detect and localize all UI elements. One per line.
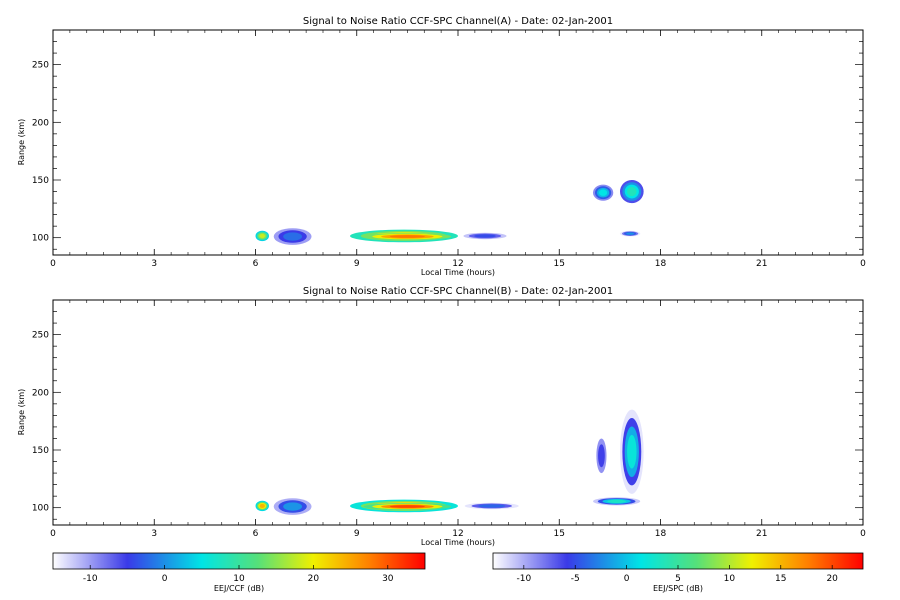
panel-b-blob-4-ring-3 (478, 504, 506, 508)
panel-a-blob-3-ring-3 (389, 235, 425, 238)
panel-b-ytick-label: 150 (32, 446, 49, 456)
panel-a-xtick-label: 0 (860, 259, 866, 269)
panel-b-blob-6-ring-3 (627, 434, 637, 469)
panel-a-blob-7-ring-3 (626, 232, 635, 235)
panel-a-ylabel: Range (km) (17, 119, 26, 166)
panel-b-xtick-label: 21 (756, 529, 767, 539)
panel-a-xtick-label: 3 (151, 259, 157, 269)
panel-a-blob-6-ring-3 (627, 186, 637, 197)
panel-a-blob-1-ring-3 (283, 232, 303, 241)
panel-a-blob-5-ring-3 (599, 189, 608, 196)
colorbar-b-tick-label: -5 (571, 574, 580, 584)
panel-b-xtick-label: 12 (452, 529, 463, 539)
panel-a-ytick-label: 200 (32, 118, 49, 128)
panel-a-xtick-label: 15 (554, 259, 565, 269)
panel-a-xlabel: Local Time (hours) (421, 268, 495, 277)
colorbar-ticks: -10 0 10 20 30 -10 -5 0 5 10 15 20 (83, 565, 838, 584)
panel-a-ytick-label: 150 (32, 176, 49, 186)
panel-b-xtick-label: 6 (253, 529, 259, 539)
panel-b-ytick-label: 100 (32, 504, 49, 514)
panel-b-xtick-label: 0 (50, 529, 56, 539)
panel-a-ytick-label: 250 (32, 61, 49, 71)
panel-b-xtick-label: 0 (860, 529, 866, 539)
panel-a-blob-4-ring-3 (474, 234, 496, 238)
colorbar-a-tick-label: 30 (382, 574, 394, 584)
panel-a-xtick-label: 21 (756, 259, 767, 269)
colorbar-a-tick-label: -10 (83, 574, 98, 584)
colorbar-a-tick-label: 10 (233, 574, 245, 584)
colorbar-a-tick-label: 20 (308, 574, 320, 584)
colorbar-b-tick-label: 0 (624, 574, 630, 584)
panel-a-xtick-label: 12 (452, 259, 463, 269)
panel-a-title: Signal to Noise Ratio CCF-SPC Channel(A)… (303, 16, 613, 27)
panel-b-xtick-label: 3 (151, 529, 157, 539)
panel-b-plot-area (53, 300, 863, 525)
panel-b-xtick-label: 9 (354, 529, 360, 539)
colorbar-b-tick-label: -10 (516, 574, 531, 584)
panel-a-xtick-label: 9 (354, 259, 360, 269)
colorbar-b-tick-label: 5 (675, 574, 681, 584)
panel-a-ytick-label: 100 (32, 234, 49, 244)
panel-b-xtick-label: 15 (554, 529, 565, 539)
panel-b-blob-7-ring-3 (607, 499, 627, 503)
panel-b-ylabel: Range (km) (17, 389, 26, 436)
panel-b-blob-0-ring-3 (259, 503, 265, 509)
panel-b-ytick-label: 250 (32, 331, 49, 341)
panel-a-blob-0-ring-3 (259, 233, 265, 239)
colorbar-b-label: EEJ/SPC (dB) (653, 584, 703, 593)
panel-b-title: Signal to Noise Ratio CCF-SPC Channel(B)… (303, 286, 613, 297)
panel-a-plot-area (53, 30, 863, 255)
panel-a-plot: 0 3 6 9 12 15 18 21 0 100 150 200 250 (32, 29, 866, 269)
panel-a-xtick-label: 18 (655, 259, 667, 269)
panel-a-xtick-label: 6 (253, 259, 259, 269)
panel-b-plot: 0 3 6 9 12 15 18 21 0 100 150 200 250 (32, 299, 866, 539)
colorbar-a-label: EEJ/CCF (dB) (214, 584, 264, 593)
colorbar-b-tick-label: 15 (775, 574, 786, 584)
colorbar-b-tick-label: 10 (724, 574, 736, 584)
panel-b-blob-5-ring-3 (598, 444, 605, 468)
panel-b-xtick-label: 18 (655, 529, 667, 539)
panel-b-xlabel: Local Time (hours) (421, 538, 495, 547)
panel-b-ytick-label: 200 (32, 388, 49, 398)
panel-b-blob-1-ring-3 (283, 502, 303, 511)
panel-b-blob-3-ring-3 (389, 505, 425, 508)
panel-a-xtick-label: 0 (50, 259, 56, 269)
colorbar-a-tick-label: 0 (162, 574, 168, 584)
colorbar-b-tick-label: 20 (826, 574, 838, 584)
